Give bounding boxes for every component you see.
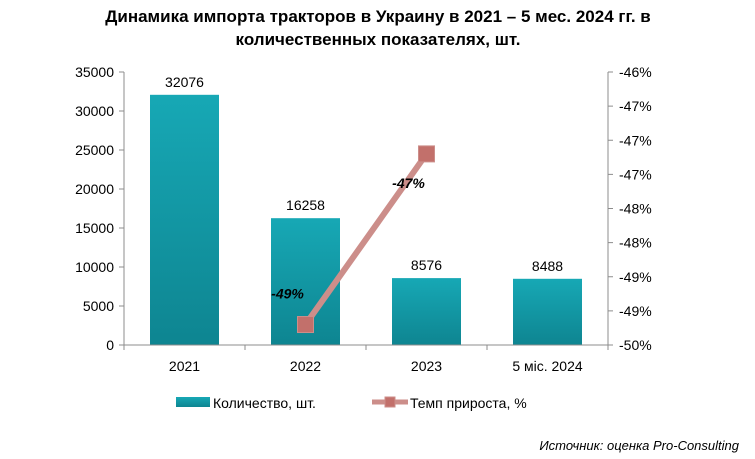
right-tick-label: -48% (619, 201, 652, 217)
x-tick-label: 2023 (411, 358, 442, 374)
bar (392, 278, 461, 345)
growth-rate-label: -49% (271, 286, 304, 302)
bar-value-label: 8576 (411, 257, 442, 273)
right-tick-label: -48% (619, 235, 652, 251)
right-tick-label: -49% (619, 303, 652, 319)
chart-title-line-1: Динамика импорта тракторов в Украину в 2… (105, 7, 650, 26)
right-tick-label: -47% (619, 166, 652, 182)
legend-line-label: Темп прироста, % (410, 395, 527, 411)
right-tick-label: -47% (619, 98, 652, 114)
right-y-axis: -50% -49% -49% -48% -48% -47% -47% -47% -46% (607, 64, 652, 353)
growth-rate-label: -47% (392, 175, 425, 191)
right-tick-label: -50% (619, 337, 652, 353)
left-tick-label: 5000 (83, 298, 114, 314)
bar-series: 32076 16258 8576 8488 (150, 74, 582, 346)
left-tick-label: 10000 (75, 259, 114, 275)
growth-rate-line (303, 152, 429, 327)
bar-value-label: 32076 (165, 74, 204, 90)
right-tick-label: -47% (619, 132, 652, 148)
line-series: -49% -47% (271, 145, 435, 334)
legend-line-marker (384, 396, 396, 408)
left-tick-label: 20000 (75, 181, 114, 197)
x-tick-label: 5 міс. 2024 (512, 358, 583, 374)
right-tick-label: -46% (619, 64, 652, 80)
left-tick-label: 35000 (75, 64, 114, 80)
chart-title-line-2: количественных показателях, шт. (236, 30, 521, 49)
x-tick-label: 2021 (169, 358, 200, 374)
legend: Количество, шт. Темп прироста, % (176, 395, 527, 411)
bar (150, 94, 219, 346)
x-tick-label: 2022 (290, 358, 321, 374)
bar (513, 278, 582, 345)
right-tick-label: -49% (619, 269, 652, 285)
source-note: Источник: оценка Pro-Consulting (539, 438, 739, 453)
growth-rate-marker (418, 145, 435, 163)
left-tick-label: 30000 (75, 103, 114, 119)
left-y-axis: 0 5000 10000 15000 20000 25000 30000 35000 (75, 64, 125, 353)
bar-value-label: 8488 (532, 258, 563, 274)
left-tick-label: 0 (106, 337, 114, 353)
x-axis: 2021 2022 2023 5 міс. 2024 (123, 344, 609, 374)
growth-rate-marker (297, 316, 314, 334)
left-tick-label: 15000 (75, 220, 114, 236)
bar-value-label: 16258 (286, 197, 325, 213)
legend-bar-swatch (176, 397, 210, 407)
legend-bar-label: Количество, шт. (213, 395, 316, 411)
left-tick-label: 25000 (75, 142, 114, 158)
